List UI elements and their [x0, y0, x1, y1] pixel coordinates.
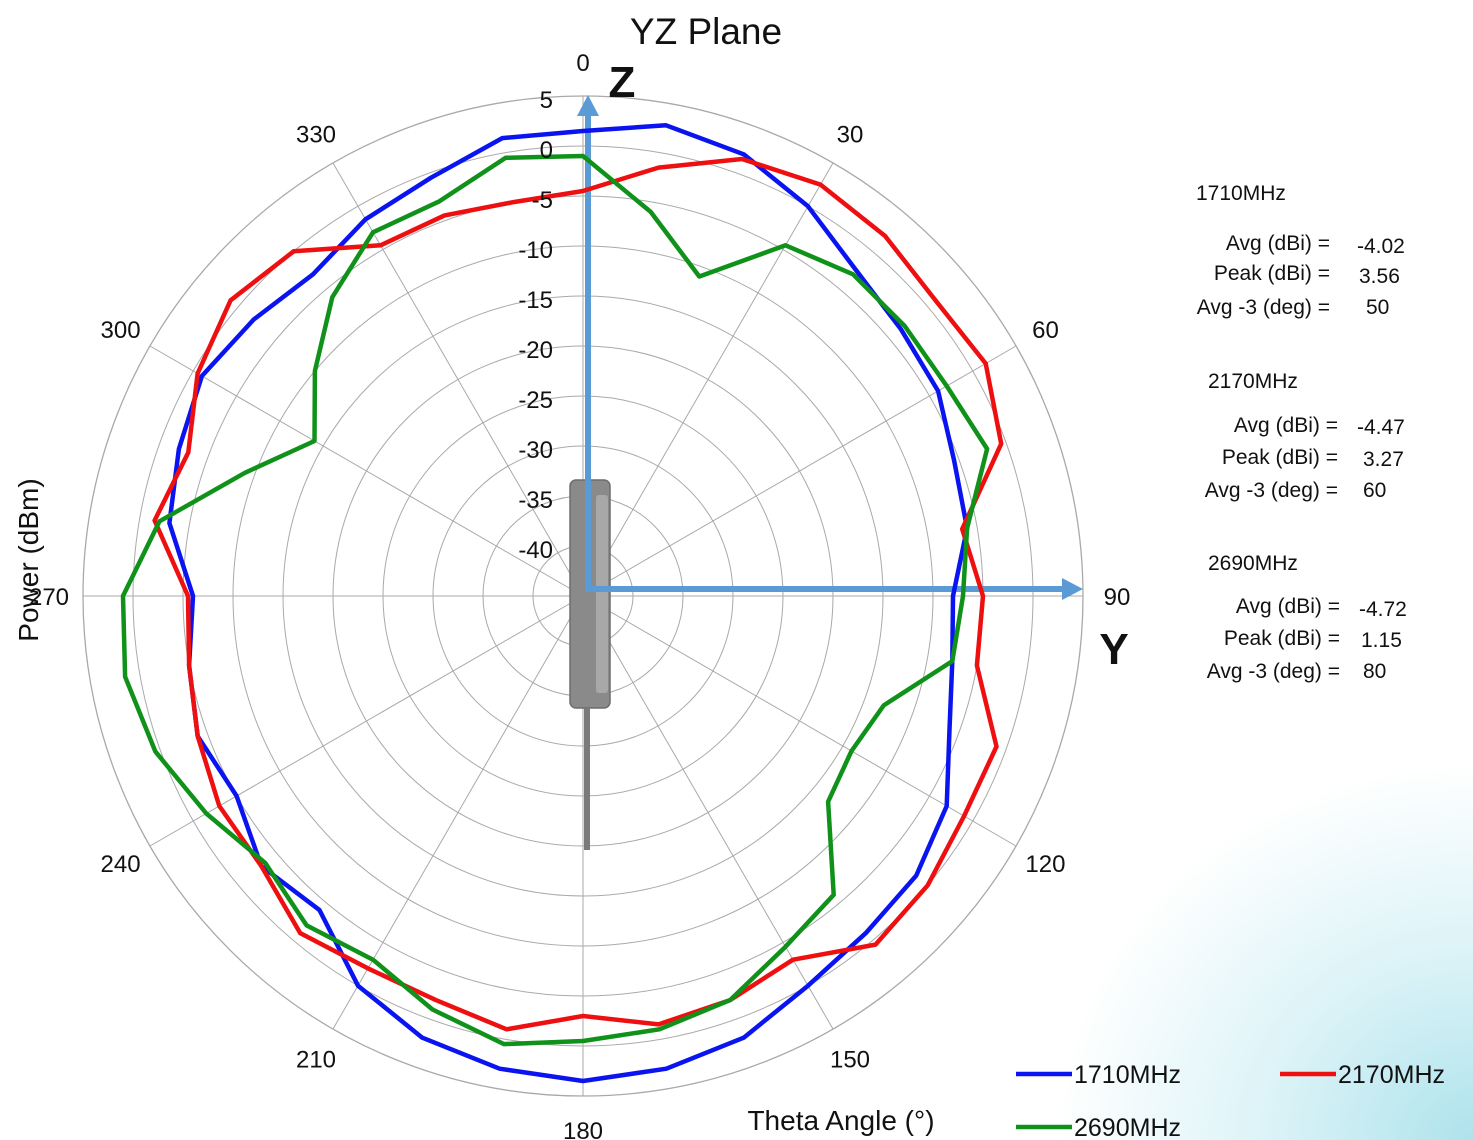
series-line-1710MHz: [167, 123, 970, 1084]
grid-spoke: [582, 345, 1017, 597]
series-layer: [120, 123, 1004, 1084]
legend-label: 2690MHz: [1074, 1114, 1181, 1140]
legend-label: 2170MHz: [1338, 1061, 1445, 1089]
radial-axis-label: Power (dBm): [13, 478, 44, 641]
radial-tick-label: -15: [518, 287, 553, 314]
grid-spoke: [582, 162, 834, 597]
stats-avg-label-1710: Avg (dBi) =: [1225, 232, 1330, 255]
radial-tick-label: -10: [518, 237, 553, 264]
theta-tick-label: 300: [101, 317, 141, 344]
z-axis-label: Z: [609, 58, 636, 107]
polar-grid: [82, 95, 1084, 1097]
device-face: [596, 495, 608, 693]
theta-tick-label: 30: [837, 122, 864, 149]
theta-tick-label: 0: [576, 50, 589, 77]
radial-tick-label: -40: [518, 537, 553, 564]
grid-spoke: [149, 345, 584, 597]
stats-freq-2690: 2690MHz: [1208, 552, 1298, 575]
stats-avg-label-2690: Avg (dBi) =: [1235, 595, 1340, 618]
stats-peak-label-1710: Peak (dBi) =: [1213, 262, 1330, 285]
stats-freq-1710: 1710MHz: [1196, 182, 1286, 205]
chart-title: YZ Plane: [630, 11, 782, 52]
theta-tick-label: 210: [296, 1046, 336, 1073]
series-line-2170MHz: [152, 156, 1004, 1032]
stats-peak-value-2690: 1.15: [1361, 629, 1402, 652]
yz-axes: Z Y: [577, 58, 1129, 674]
stats-avg-value-1710: -4.02: [1357, 235, 1405, 258]
stats-avg3-label-1710: Avg -3 (deg) =: [1196, 296, 1330, 319]
legend: 1710MHz 2170MHz 2690MHz: [1016, 1061, 1445, 1140]
stats-avg3-value-2690: 80: [1363, 660, 1387, 683]
z-axis-arrowhead: [577, 95, 599, 116]
stats-peak-value-2170: 3.27: [1363, 448, 1404, 471]
grid-spoke: [149, 595, 584, 847]
radial-tick-label: -20: [518, 337, 553, 364]
radial-tick-label: -25: [518, 387, 553, 414]
theta-tick-label: 120: [1025, 851, 1065, 878]
y-axis-label: Y: [1099, 625, 1128, 674]
stats-avg3-label-2170: Avg -3 (deg) =: [1204, 479, 1338, 502]
theta-tick-label: 330: [296, 122, 336, 149]
tick-labels: 50-5-10-15-20-25-30-35-40030609012015018…: [29, 50, 1130, 1140]
series-line-2690MHz: [120, 153, 990, 1047]
stats-panel: 1710MHz Avg (dBi) = -4.02 Peak (dBi) = 3…: [1160, 170, 1460, 710]
radial-tick-label: -5: [532, 187, 553, 214]
theta-tick-label: 60: [1032, 317, 1059, 344]
radial-tick-label: 0: [540, 137, 553, 164]
theta-tick-label: 270: [29, 584, 69, 611]
stats-avg-value-2690: -4.72: [1359, 598, 1407, 621]
radial-tick-label: -35: [518, 487, 553, 514]
theta-tick-label: 150: [830, 1046, 870, 1073]
stats-avg-label-2170: Avg (dBi) =: [1233, 414, 1338, 437]
grid-spoke: [332, 162, 584, 597]
stats-avg3-value-1710: 50: [1366, 296, 1390, 319]
stats-peak-label-2690: Peak (dBi) =: [1223, 627, 1340, 650]
stats-peak-label-2170: Peak (dBi) =: [1221, 446, 1338, 469]
theta-tick-label: 90: [1104, 584, 1131, 611]
stats-avg3-label-2690: Avg -3 (deg) =: [1206, 660, 1340, 683]
radial-tick-label: 5: [540, 87, 553, 114]
grid-spoke: [582, 595, 1017, 847]
stats-avg-value-2170: -4.47: [1357, 416, 1405, 439]
device-illustration: [569, 479, 611, 850]
stats-avg3-value-2170: 60: [1363, 479, 1387, 502]
device-cable: [584, 708, 590, 850]
radial-tick-label: -30: [518, 437, 553, 464]
legend-label: 1710MHz: [1074, 1061, 1181, 1089]
stats-peak-value-1710: 3.56: [1359, 265, 1400, 288]
y-axis-arrowhead: [1062, 578, 1083, 600]
stats-freq-2170: 2170MHz: [1208, 370, 1298, 393]
theta-axis-label: Theta Angle (°): [747, 1105, 934, 1136]
grid-spoke: [582, 595, 834, 1030]
grid-spoke: [332, 595, 584, 1030]
theta-tick-label: 180: [563, 1118, 603, 1140]
theta-tick-label: 240: [101, 851, 141, 878]
